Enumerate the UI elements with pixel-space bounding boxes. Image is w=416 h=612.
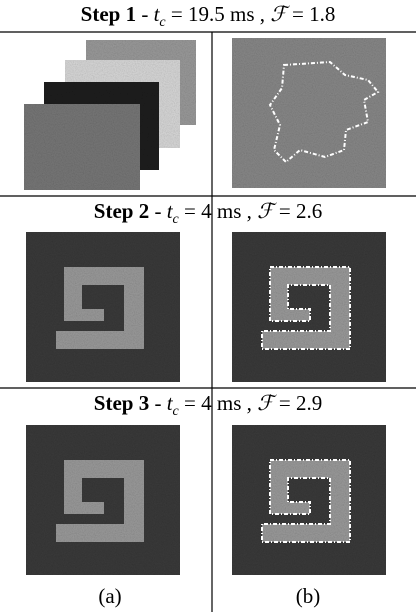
f-symbol: ℱ <box>270 2 287 26</box>
image <box>232 232 386 382</box>
step-label: Step 1 <box>81 2 136 26</box>
f-value: = 2.9 <box>279 391 322 415</box>
comma: , <box>247 199 252 223</box>
dash: - <box>154 391 161 415</box>
time-value: = 19.5 ms <box>171 2 255 26</box>
step-heading: Step 3 - tc = 4 ms , ℱ = 2.9 <box>0 391 416 420</box>
comma: , <box>247 391 252 415</box>
column-label: (a) <box>60 584 160 609</box>
f-symbol: ℱ <box>257 391 274 415</box>
comma: , <box>260 2 265 26</box>
f-value: = 2.6 <box>279 199 322 223</box>
time-subscript: c <box>173 404 179 419</box>
time-value: = 4 ms <box>184 391 241 415</box>
dash: - <box>154 199 161 223</box>
image-stack <box>24 40 196 190</box>
step-label: Step 3 <box>94 391 149 415</box>
step-heading: Step 1 - tc = 19.5 ms , ℱ = 1.8 <box>0 2 416 31</box>
image <box>232 38 386 188</box>
time-subscript: c <box>159 15 165 30</box>
time-subscript: c <box>173 212 179 227</box>
f-value: = 1.8 <box>292 2 335 26</box>
step-heading: Step 2 - tc = 4 ms , ℱ = 2.6 <box>0 199 416 228</box>
step-label: Step 2 <box>94 199 149 223</box>
time-value: = 4 ms <box>184 199 241 223</box>
dash: - <box>141 2 148 26</box>
image <box>26 425 180 575</box>
column-label: (b) <box>258 584 358 609</box>
f-symbol: ℱ <box>257 199 274 223</box>
figure: Step 1 - tc = 19.5 ms , ℱ = 1.8 Step 2 -… <box>0 0 416 612</box>
figure-graphics <box>0 0 416 612</box>
image <box>232 425 386 575</box>
image <box>26 232 180 382</box>
